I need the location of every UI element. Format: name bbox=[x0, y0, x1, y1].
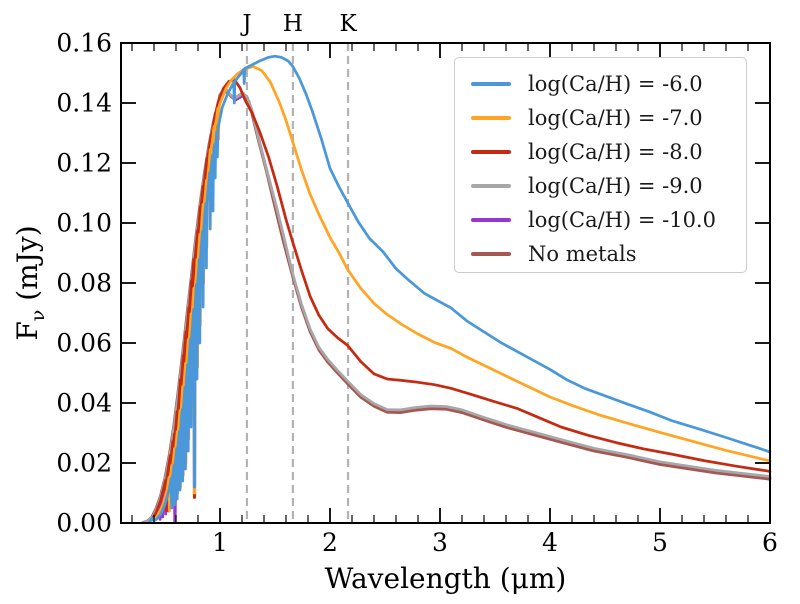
x-tick-label-2: 2 bbox=[322, 528, 338, 557]
legend-item-label: log(Ca/H) = -7.0 bbox=[528, 106, 703, 130]
legend-swatch-icon bbox=[471, 218, 511, 222]
legend-item-label: log(Ca/H) = -6.0 bbox=[528, 72, 703, 96]
legend-item-0: log(Ca/H) = -6.0 bbox=[471, 67, 746, 101]
legend-item-label: log(Ca/H) = -10.0 bbox=[528, 208, 716, 232]
y-tick-label-0.14: 0.14 bbox=[56, 89, 112, 118]
y-tick-label-0.02: 0.02 bbox=[56, 449, 112, 478]
x-axis-label: Wavelength (μm) bbox=[324, 562, 567, 595]
y-axis-label-subscript: ν bbox=[26, 309, 49, 322]
legend-item-3: log(Ca/H) = -9.0 bbox=[471, 169, 746, 203]
y-tick-label-0.10: 0.10 bbox=[56, 209, 112, 238]
series-line-0 bbox=[148, 54, 772, 524]
x-tick-label-5: 5 bbox=[652, 528, 668, 557]
legend-swatch-icon bbox=[471, 150, 511, 154]
y-axis-label: Fν (mJy) bbox=[11, 225, 49, 340]
y-axis-label-suffix: (mJy) bbox=[11, 225, 45, 310]
y-tick-label-0.00: 0.00 bbox=[56, 509, 112, 538]
legend-item-label: No metals bbox=[528, 242, 637, 266]
legend-item-label: log(Ca/H) = -8.0 bbox=[528, 140, 703, 164]
y-tick-label-0.08: 0.08 bbox=[56, 269, 112, 298]
y-axis-label-prefix: F bbox=[11, 321, 45, 341]
x-tick-label-3: 3 bbox=[432, 528, 448, 557]
x-tick-label-1: 1 bbox=[212, 528, 228, 557]
band-label-H: H bbox=[283, 11, 303, 37]
y-tick-label-0.12: 0.12 bbox=[56, 149, 112, 178]
legend-swatch-icon bbox=[471, 82, 511, 86]
y-tick-label-0.04: 0.04 bbox=[56, 389, 112, 418]
y-tick-label-0.16: 0.16 bbox=[56, 29, 112, 58]
band-label-J: J bbox=[240, 11, 251, 37]
band-label-K: K bbox=[339, 11, 357, 37]
legend: log(Ca/H) = -6.0 log(Ca/H) = -7.0 log(Ca/H… bbox=[454, 57, 747, 273]
legend-item-1: log(Ca/H) = -7.0 bbox=[471, 101, 746, 135]
legend-item-4: log(Ca/H) = -10.0 bbox=[471, 203, 746, 237]
legend-item-5: No metals bbox=[471, 237, 746, 271]
legend-swatch-icon bbox=[471, 252, 511, 256]
x-tick-label-4: 4 bbox=[542, 528, 558, 557]
x-tick-label-6: 6 bbox=[762, 528, 778, 557]
legend-swatch-icon bbox=[471, 184, 511, 188]
legend-item-2: log(Ca/H) = -8.0 bbox=[471, 135, 746, 169]
y-tick-label-0.06: 0.06 bbox=[56, 329, 112, 358]
legend-item-label: log(Ca/H) = -9.0 bbox=[528, 174, 703, 198]
legend-swatch-icon bbox=[471, 116, 511, 120]
